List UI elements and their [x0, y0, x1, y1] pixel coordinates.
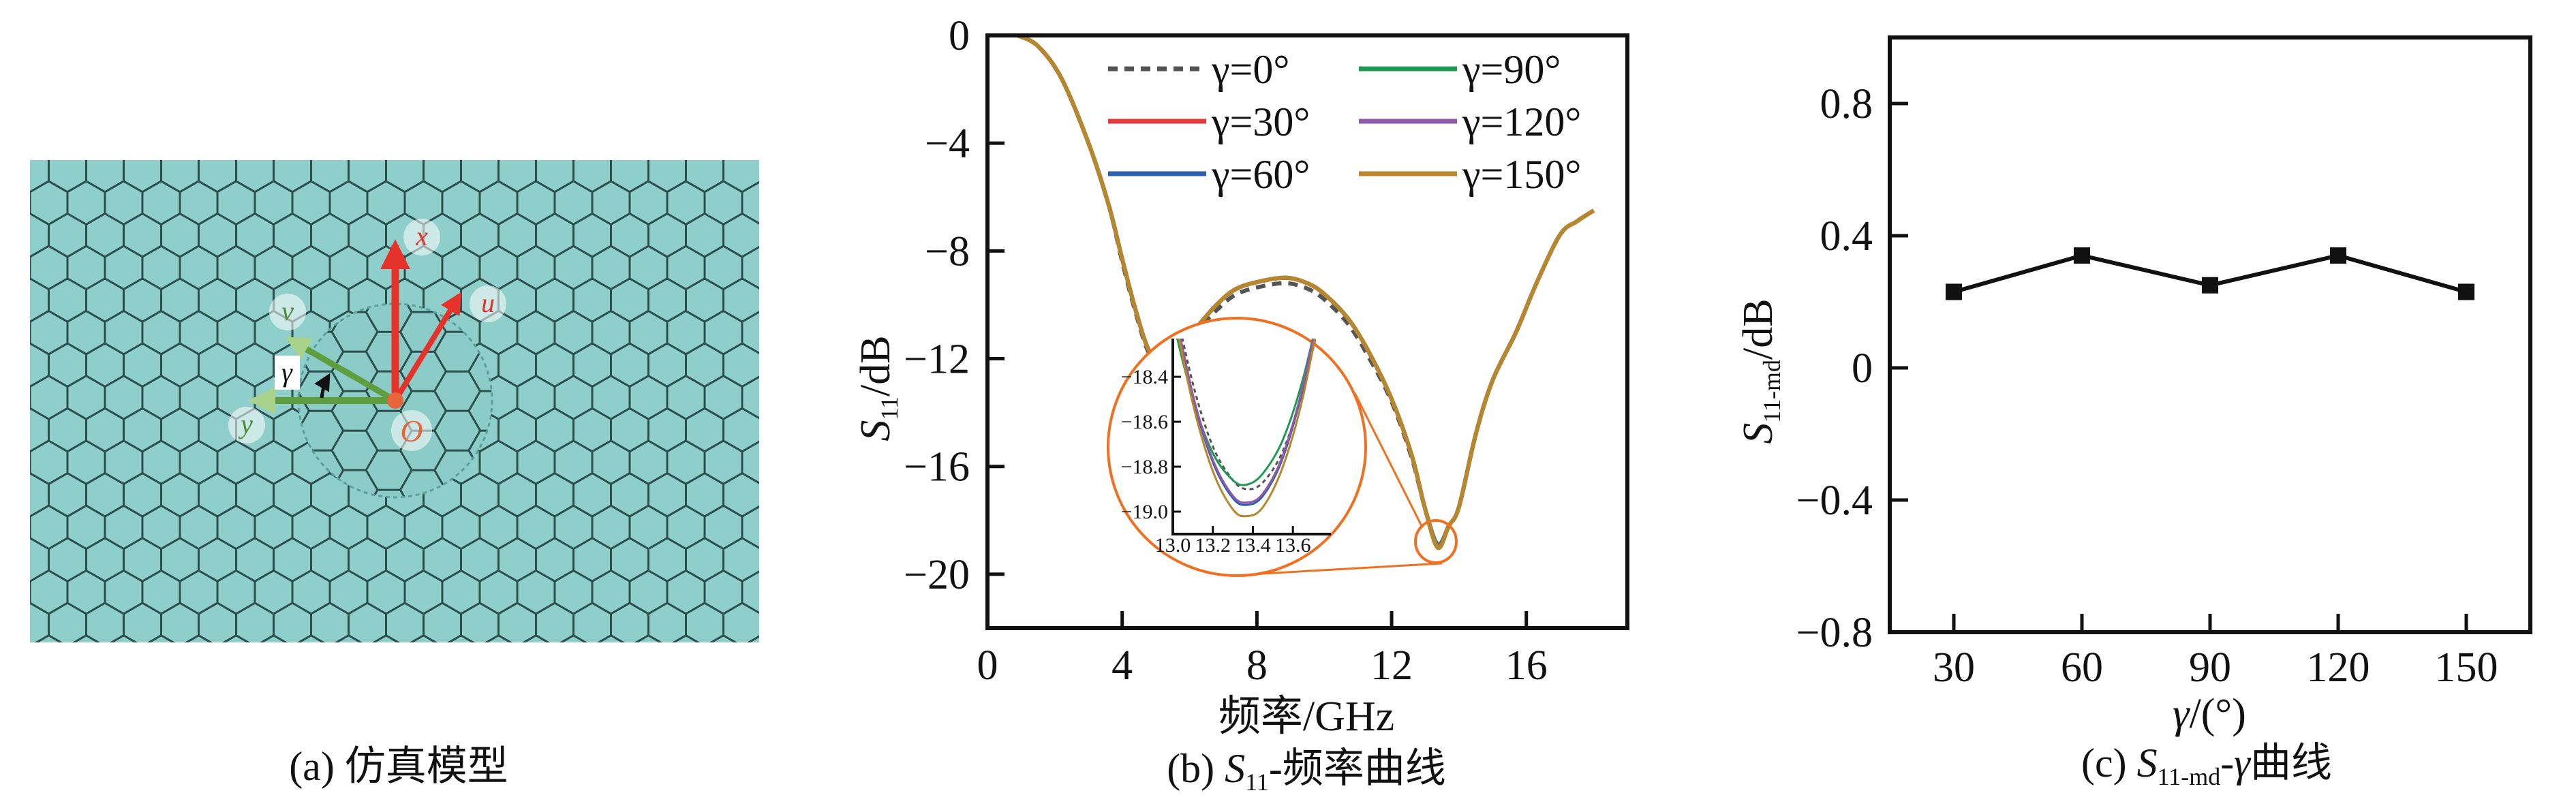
x-tick-label: 16: [1505, 642, 1548, 689]
legend-label: γ=60°: [1211, 152, 1310, 197]
data-point-marker: [2202, 277, 2218, 294]
gamma-label-box: [275, 356, 300, 390]
x-tick-label: 12: [1370, 642, 1413, 689]
inset-x-tick-label: 13.4: [1235, 534, 1271, 557]
x-tick-label: 0: [977, 642, 998, 689]
caption-a: (a) 仿真模型: [289, 744, 508, 789]
y-axis-title: S11-md/dB: [1735, 298, 1785, 443]
label-badge: [228, 407, 265, 443]
inset-y-tick-label: −19.0: [1121, 501, 1168, 523]
legend: γ=0° γ=30° γ=60° γ=90° γ=120° γ=150°: [1108, 47, 1581, 197]
legend-label: γ=90°: [1462, 47, 1561, 92]
origin-point: [387, 392, 403, 409]
y-tick-label: −8: [925, 228, 970, 275]
data-point-marker: [2330, 247, 2346, 264]
legend-label: γ=0°: [1211, 47, 1289, 92]
x-tick-label: 150: [2435, 644, 2498, 691]
x-axis-title: 频率/GHz: [1218, 694, 1394, 740]
x-tick-label: 90: [2189, 644, 2231, 691]
y-tick-label: 0.8: [1820, 81, 1873, 127]
y-axis-title: S11/dB: [853, 335, 903, 441]
data-point-marker: [2074, 247, 2090, 264]
label-badge: [269, 294, 306, 330]
u-axis-label: u: [481, 287, 495, 318]
y-tick-label: −4: [925, 121, 970, 167]
x-axis-label: x: [415, 221, 428, 251]
caption-c: (c) S11-md-γ曲线: [2081, 741, 2332, 790]
caption-b: (b) S11-频率曲线: [1167, 746, 1446, 796]
y-tick-label: 0.4: [1820, 213, 1873, 260]
s11-frequency-chart: γ=0° γ=30° γ=60° γ=90° γ=120° γ=150° 13.0 13.2…: [853, 13, 1629, 796]
x-tick-label: 120: [2307, 644, 2370, 691]
data-point-marker: [1946, 283, 1962, 300]
inset-x-tick-label: 13.2: [1195, 534, 1231, 557]
plot-area: [1946, 247, 2474, 300]
label-badge: [403, 219, 440, 255]
y-tick-label: −20: [904, 552, 970, 598]
u-axis-arrow: [393, 292, 462, 403]
v-axis-label: v: [281, 296, 294, 326]
x-tick-label: 60: [2061, 644, 2103, 691]
x-tick-label: 4: [1111, 642, 1133, 689]
simulation-model-panel: x u v y O γ (a) 仿真模型: [30, 160, 759, 789]
y-tick-label: 0: [949, 13, 970, 59]
inset-series-line-4: [1179, 339, 1315, 504]
x-axis-title: γ/(°): [2173, 691, 2246, 737]
zoom-region-marker: [1414, 519, 1458, 564]
y-axis-label: y: [238, 409, 253, 439]
axes-frame: [985, 33, 1629, 630]
y-tick-label: −12: [904, 337, 970, 383]
x-tick-label: 8: [1246, 642, 1268, 689]
legend-label: γ=30°: [1211, 99, 1310, 144]
inset-x-tick-label: 13.6: [1275, 534, 1311, 557]
y-tick-label: −16: [904, 444, 970, 490]
gamma-label: γ: [281, 357, 293, 388]
label-badge: [470, 285, 506, 322]
axes: 0 4 8 12 16 0 −4 −8 −12 −16 −20: [904, 13, 1548, 689]
inset-series-line-5: [1178, 339, 1316, 518]
zoom-connector: [1353, 392, 1424, 528]
y-tick-label: 0: [1852, 345, 1873, 392]
y-tick-label: −0.4: [1796, 478, 1873, 524]
y-tick-label: −0.8: [1796, 610, 1873, 656]
data-point-marker: [2458, 283, 2474, 300]
series-line-5: [1017, 35, 1595, 550]
v-axis-arrow: [285, 337, 397, 403]
label-badge: [391, 410, 432, 451]
inset-y-tick-label: −18.6: [1121, 411, 1168, 433]
origin-label: O: [400, 414, 423, 448]
legend-label: γ=150°: [1462, 152, 1581, 197]
inset-y-tick-label: −18.8: [1121, 456, 1168, 478]
zoom-connector: [1238, 562, 1443, 576]
rotation-angle-arrow-icon: [314, 373, 331, 399]
legend-label: γ=120°: [1462, 99, 1581, 144]
s11md-gamma-chart: 30 60 90 120 150 0.8 0.4 0 −0.4 −0.8 γ/(°) S11-md…: [1735, 35, 2532, 790]
axes: 30 60 90 120 150 0.8 0.4 0 −0.4 −0.8: [1796, 81, 2498, 691]
axes-frame: [1888, 35, 2532, 634]
plot-area: [1017, 35, 1595, 550]
zoom-inset: 13.0 13.2 13.4 13.6 −18.4 −18.6 −18.8 −19.0: [1107, 317, 1458, 577]
inset-plot-area: [1176, 339, 1317, 518]
x-tick-label: 30: [1933, 644, 1975, 691]
inset-x-tick-label: 13.0: [1155, 534, 1191, 557]
inset-y-tick-label: −18.4: [1121, 366, 1168, 388]
